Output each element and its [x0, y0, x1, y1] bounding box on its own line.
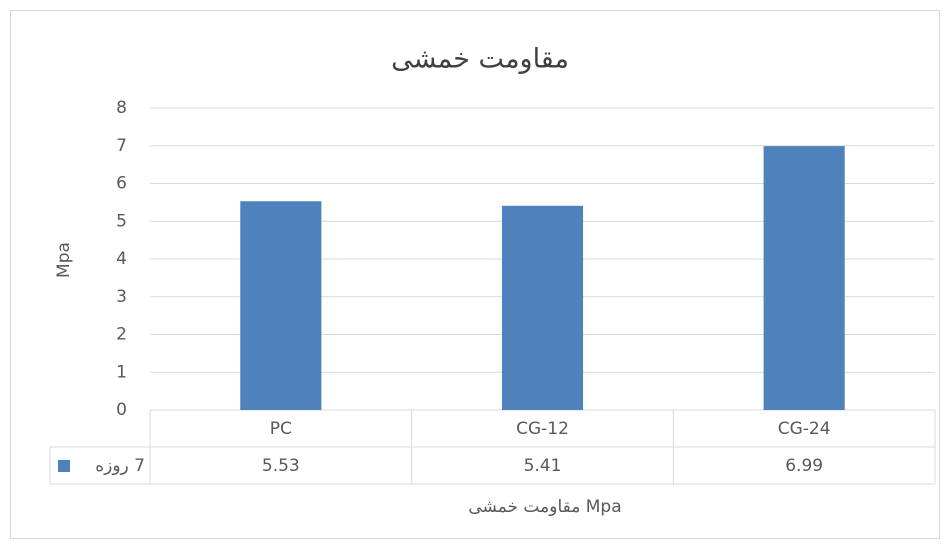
y-tick-label: 7 [116, 136, 127, 156]
y-tick-label: 3 [116, 287, 127, 307]
x-axis-title: مقاومت خمشی Mpa [468, 497, 621, 517]
table-value: 6.99 [785, 456, 823, 476]
legend-label: 7 روزه [95, 456, 145, 476]
legend-swatch [58, 460, 70, 472]
y-tick-label: 2 [116, 325, 127, 345]
table-value: 5.53 [262, 456, 300, 476]
y-tick-label: 8 [116, 98, 127, 118]
y-tick-label: 0 [116, 400, 127, 420]
bar [763, 146, 845, 410]
bar [501, 205, 584, 410]
y-tick-label: 6 [116, 174, 127, 194]
bar [240, 201, 322, 410]
x-tick-label: CG-24 [778, 419, 831, 439]
x-tick-label: PC [270, 419, 292, 439]
chart-title: مقاومت خمشی [391, 44, 569, 75]
y-tick-label: 4 [116, 249, 127, 269]
table-value: 5.41 [524, 456, 562, 476]
y-tick-label: 5 [116, 211, 127, 231]
y-tick-label: 1 [116, 362, 127, 382]
y-axis-title: Mpa [54, 242, 74, 278]
x-tick-label: CG-12 [516, 419, 569, 439]
